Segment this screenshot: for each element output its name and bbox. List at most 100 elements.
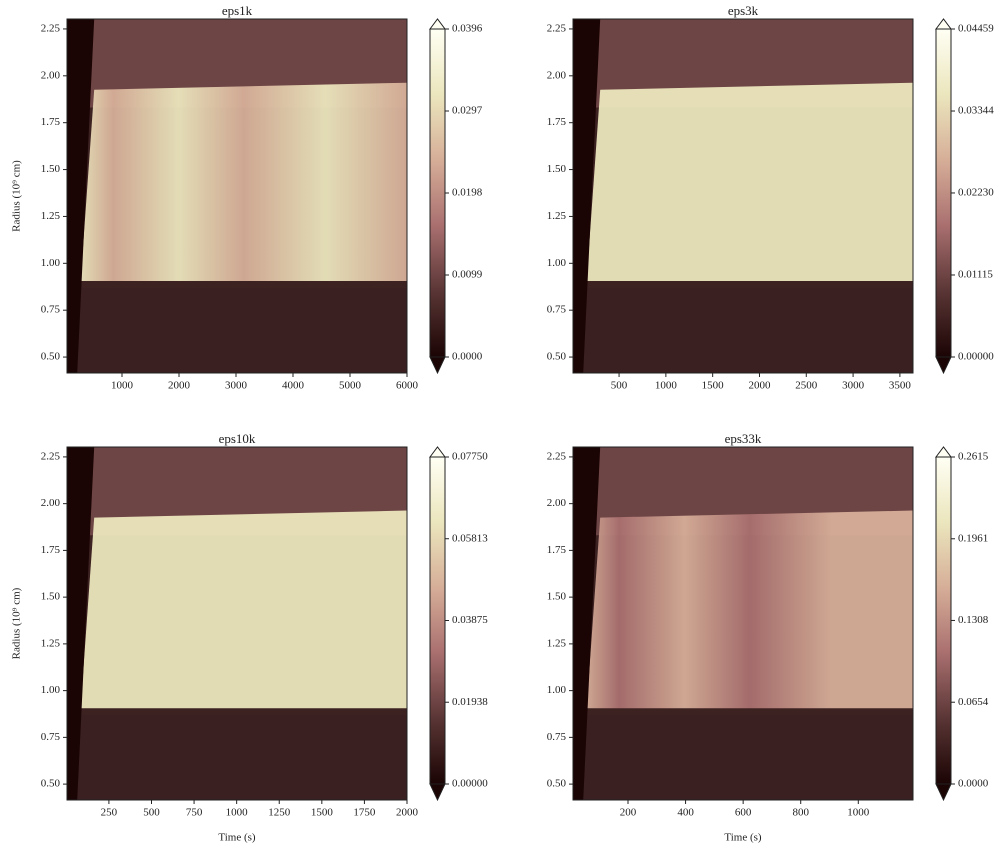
y-tick-label: 1.75 [547, 116, 567, 128]
colorbar-tick-label: 0.0000 [452, 351, 483, 363]
colorbar-extend-min [935, 783, 952, 802]
y-tick-label: 2.25 [41, 450, 61, 462]
convective-zone [586, 510, 913, 709]
x-tick-label: 1000 [847, 807, 870, 819]
y-tick-label: 1.00 [41, 684, 61, 696]
y-axis-label: Radius (10⁹ cm) [11, 160, 23, 232]
early-strip [67, 447, 95, 800]
y-axis-label: Radius (10⁹ cm) [11, 587, 23, 659]
x-tick-label: 4000 [282, 380, 305, 392]
x-tick-label: 1000 [111, 380, 134, 392]
inner-core [67, 715, 407, 800]
y-tick-label: 1.75 [41, 544, 61, 556]
y-tick-label: 2.00 [547, 69, 567, 81]
colorbar-tick-label: 0.07750 [452, 451, 488, 463]
y-tick-label: 1.50 [547, 163, 567, 175]
convective-zone [80, 82, 407, 281]
y-tick-label: 1.50 [547, 591, 567, 603]
heatmap [573, 19, 913, 373]
y-tick-label: 0.75 [547, 731, 567, 743]
colorbar [430, 29, 445, 357]
x-tick-label: 200 [620, 807, 637, 819]
x-tick-label: 1000 [655, 380, 678, 392]
convective-zone [586, 82, 913, 281]
heatmap [573, 447, 913, 800]
panel-title: eps10k [219, 431, 256, 446]
x-tick-label: 6000 [396, 380, 419, 392]
x-tick-label: 5000 [339, 380, 362, 392]
x-tick-label: 3000 [225, 380, 248, 392]
x-tick-label: 1500 [311, 807, 334, 819]
y-tick-label: 1.75 [547, 544, 567, 556]
x-tick-label: 3000 [842, 380, 865, 392]
colorbar-tick-label: 0.00000 [452, 778, 488, 790]
y-tick-label: 1.50 [41, 591, 61, 603]
y-tick-label: 1.00 [547, 257, 567, 269]
colorbar-tick-label: 0.0000 [958, 778, 989, 790]
y-tick-label: 2.00 [547, 497, 567, 509]
panel-title: eps1k [222, 3, 253, 18]
colorbar-tick-label: 0.1308 [958, 614, 989, 626]
x-tick-label: 2000 [748, 380, 771, 392]
y-tick-label: 0.50 [41, 778, 61, 790]
y-tick-label: 0.50 [547, 778, 567, 790]
y-tick-label: 1.25 [41, 637, 61, 649]
x-tick-label: 2000 [396, 807, 419, 819]
x-tick-label: 1750 [353, 807, 376, 819]
colorbar-extend-max [429, 446, 446, 458]
x-tick-label: 400 [677, 807, 694, 819]
colorbar-tick-label: 0.0297 [452, 105, 483, 117]
y-tick-label: 1.00 [41, 257, 61, 269]
colorbar-tick-label: 0.02230 [958, 186, 994, 198]
x-axis-label: Time (s) [218, 832, 256, 844]
x-tick-label: 750 [186, 807, 203, 819]
y-tick-label: 2.00 [41, 69, 61, 81]
y-tick-label: 1.50 [41, 163, 61, 175]
colorbar [936, 457, 951, 784]
y-tick-label: 0.75 [547, 304, 567, 316]
colorbar-tick-label: 0.2615 [958, 451, 989, 463]
colorbar [430, 457, 445, 784]
colorbar [936, 29, 951, 357]
y-tick-label: 2.25 [547, 450, 567, 462]
panel-title: eps33k [725, 431, 762, 446]
colorbar-extend-max [429, 18, 446, 30]
x-tick-label: 1250 [268, 807, 291, 819]
x-tick-label: 500 [143, 807, 160, 819]
y-tick-label: 1.25 [547, 210, 567, 222]
y-tick-label: 2.25 [41, 22, 61, 34]
colorbar-tick-label: 0.04459 [958, 23, 994, 35]
y-tick-label: 1.75 [41, 116, 61, 128]
early-strip [67, 19, 95, 373]
colorbar-extend-max [935, 446, 952, 458]
colorbar-tick-label: 0.01115 [958, 269, 993, 281]
y-tick-label: 2.25 [547, 22, 567, 34]
y-tick-label: 1.00 [547, 684, 567, 696]
y-tick-label: 1.25 [547, 637, 567, 649]
y-tick-label: 2.00 [41, 497, 61, 509]
colorbar-extend-min [429, 356, 446, 375]
y-tick-label: 0.75 [41, 731, 61, 743]
x-tick-label: 1500 [702, 380, 725, 392]
inner-core [67, 288, 407, 373]
colorbar-tick-label: 0.03344 [958, 105, 994, 117]
x-tick-label: 500 [611, 380, 628, 392]
colorbar-extend-max [935, 18, 952, 30]
early-strip [573, 447, 601, 800]
colorbar-tick-label: 0.1961 [958, 532, 988, 544]
frame [572, 18, 914, 374]
colorbar-tick-label: 0.0654 [958, 696, 989, 708]
x-tick-label: 2500 [795, 380, 818, 392]
colorbar-tick-label: 0.00000 [958, 351, 994, 363]
colorbar-tick-label: 0.03875 [452, 614, 488, 626]
panel-title: eps3k [728, 3, 759, 18]
colorbar-tick-label: 0.0396 [452, 23, 483, 35]
inner-core [573, 288, 913, 373]
colorbar-tick-label: 0.0099 [452, 269, 483, 281]
x-tick-label: 600 [735, 807, 752, 819]
y-tick-label: 0.75 [41, 304, 61, 316]
x-tick-label: 250 [101, 807, 118, 819]
colorbar-extend-min [429, 783, 446, 802]
colorbar-extend-min [935, 356, 952, 375]
